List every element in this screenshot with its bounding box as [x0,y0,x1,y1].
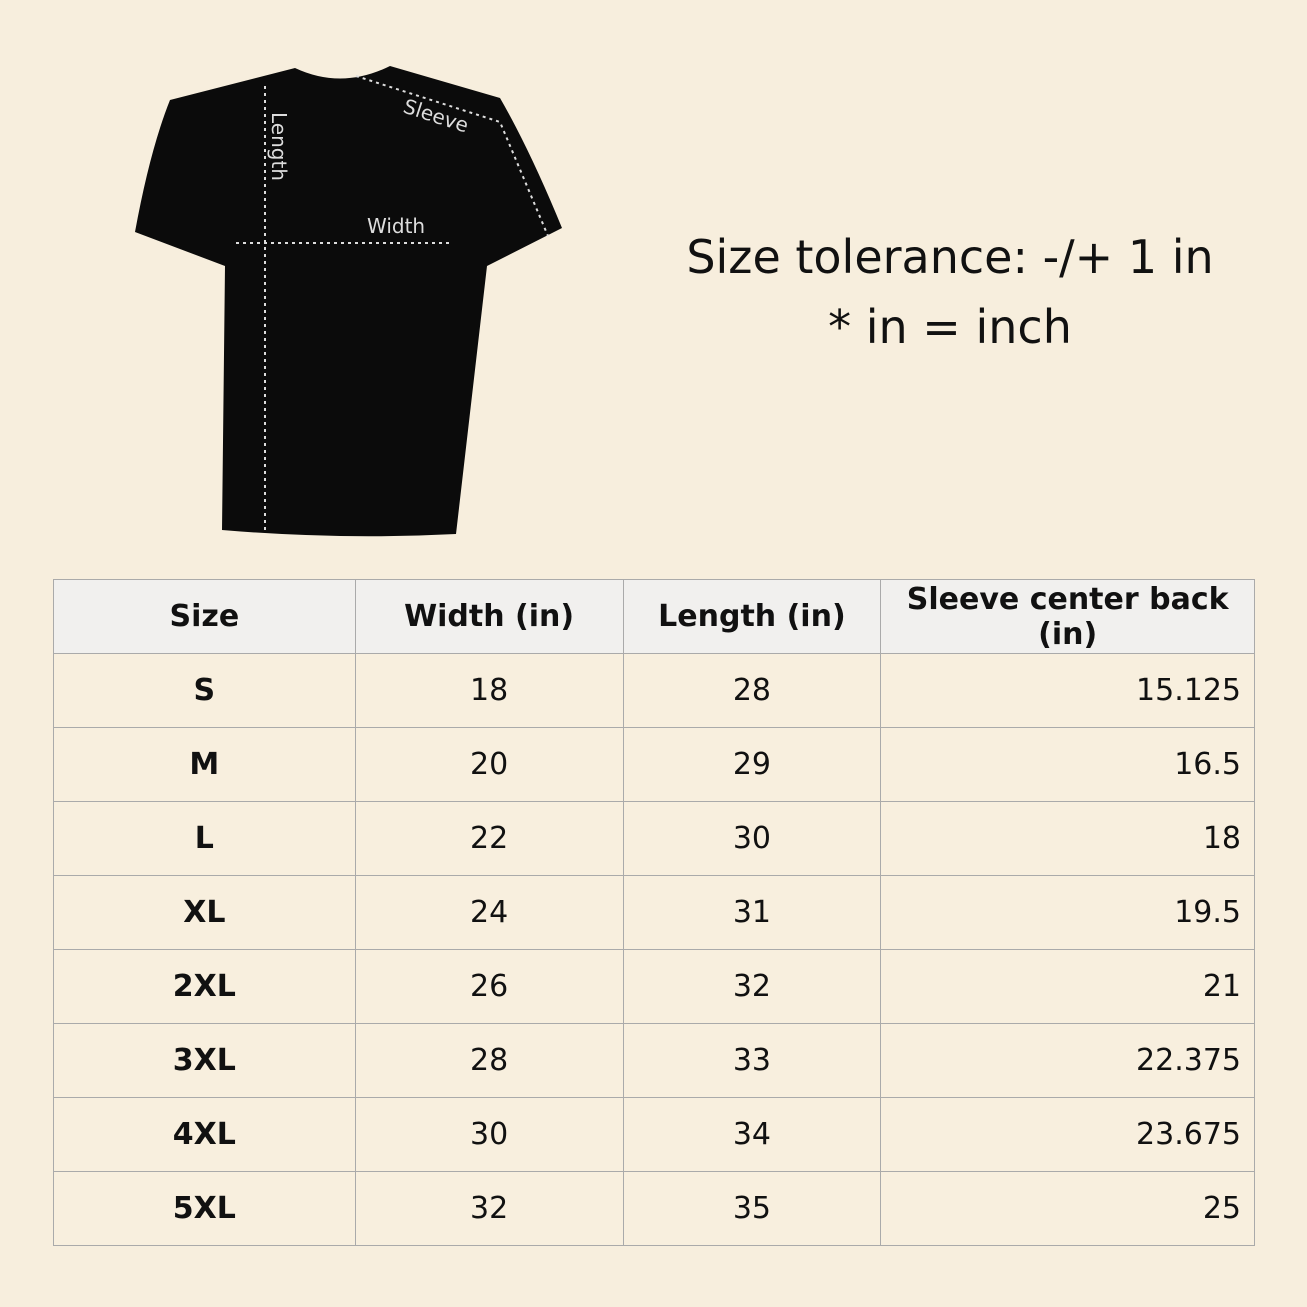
size-table: Size Width (in) Length (in) Sleeve center b… [53,579,1255,1246]
table-cell: S [53,653,356,728]
table-cell: 20 [354,727,624,802]
table-cell: 21 [880,949,1255,1024]
table-cell: 35 [622,1171,882,1246]
tshirt-diagram: Length Width Sleeve [135,66,562,537]
table-cell: 34 [622,1097,882,1172]
unit-note: * in = inch [828,300,1072,354]
table-row: M 20 29 16.5 [53,727,1255,802]
table-row: 4XL 30 34 23.675 [53,1097,1255,1172]
table-cell: 16.5 [880,727,1255,802]
table-cell: 15.125 [880,653,1255,728]
table-body: S 18 28 15.125 M 20 29 16.5 L 22 30 18 XL 24 31 19.5 2XL… [53,653,1255,1246]
table-cell: XL [53,875,356,950]
table-cell: 18 [354,653,624,728]
table-cell: 30 [622,801,882,876]
table-cell: 23.675 [880,1097,1255,1172]
table-cell: 22 [354,801,624,876]
table-cell: 4XL [53,1097,356,1172]
length-label: Length [267,112,291,181]
table-cell: 19.5 [880,875,1255,950]
table-row: L 22 30 18 [53,801,1255,876]
table-cell: 22.375 [880,1023,1255,1098]
table-cell: 33 [622,1023,882,1098]
table-row: XL 24 31 19.5 [53,875,1255,950]
header-row: Size Width (in) Length (in) Sleeve center b… [53,579,1255,654]
table-cell: L [53,801,356,876]
table-row: S 18 28 15.125 [53,653,1255,728]
tolerance-text: Size tolerance: -/+ 1 in [686,230,1214,284]
table-cell: 26 [354,949,624,1024]
table-cell: 32 [354,1171,624,1246]
table-cell: 28 [354,1023,624,1098]
table-cell: 5XL [53,1171,356,1246]
header-cell: Sleeve center back (in) [880,579,1255,654]
table-row: 2XL 26 32 21 [53,949,1255,1024]
header-cell: Size [53,579,356,654]
header-cell: Length (in) [622,579,882,654]
width-label: Width [367,214,425,238]
table-cell: 30 [354,1097,624,1172]
table-row: 5XL 32 35 25 [53,1171,1255,1246]
table-cell: 25 [880,1171,1255,1246]
table-cell: 28 [622,653,882,728]
header-cell: Width (in) [354,579,624,654]
table-cell: 32 [622,949,882,1024]
table-cell: 2XL [53,949,356,1024]
table-cell: 18 [880,801,1255,876]
table-row: 3XL 28 33 22.375 [53,1023,1255,1098]
table-cell: M [53,727,356,802]
table-cell: 29 [622,727,882,802]
table-cell: 24 [354,875,624,950]
table-cell: 3XL [53,1023,356,1098]
table-cell: 31 [622,875,882,950]
